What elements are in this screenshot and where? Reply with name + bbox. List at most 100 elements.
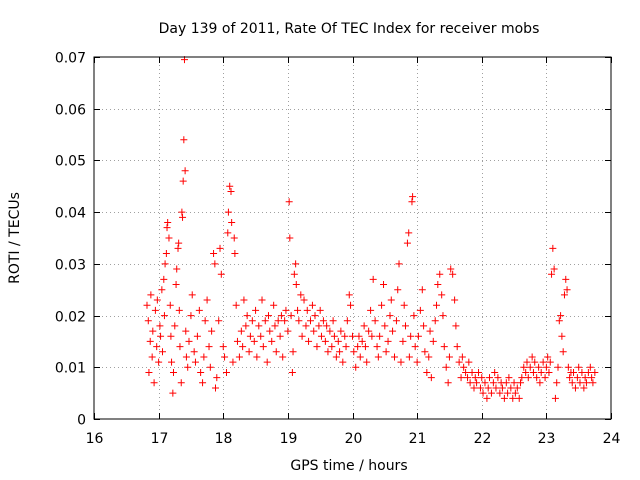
data-point [164, 218, 172, 226]
data-point [361, 343, 369, 351]
data-point [347, 301, 355, 309]
data-point [447, 265, 455, 273]
data-point [479, 389, 487, 397]
data-point [143, 301, 151, 309]
data-point [535, 363, 543, 371]
data-point [303, 306, 311, 314]
data-point [478, 374, 486, 382]
data-point [246, 332, 254, 340]
data-point [531, 358, 539, 366]
data-point [475, 368, 483, 376]
data-point [558, 332, 566, 340]
data-point [367, 306, 375, 314]
data-point [148, 353, 156, 361]
data-point [227, 187, 235, 195]
data-point [515, 394, 523, 402]
data-point [354, 343, 362, 351]
data-point [298, 332, 306, 340]
data-point [522, 368, 530, 376]
data-point [323, 322, 331, 330]
data-point [371, 317, 379, 325]
data-point [197, 368, 205, 376]
data-point [205, 343, 213, 351]
data-point [449, 270, 457, 278]
data-point [315, 322, 323, 330]
data-point [586, 363, 594, 371]
data-point [568, 379, 576, 387]
data-point [161, 260, 169, 268]
data-point [230, 234, 238, 242]
data-point [245, 348, 253, 356]
data-point [171, 322, 179, 330]
data-point [181, 167, 189, 175]
data-point [250, 337, 258, 345]
data-point [584, 368, 592, 376]
data-point [179, 177, 187, 185]
data-point [176, 343, 184, 351]
data-point [487, 389, 495, 397]
data-point [199, 379, 207, 387]
data-point [405, 353, 413, 361]
data-point [416, 306, 424, 314]
data-point [341, 332, 349, 340]
data-point [316, 306, 324, 314]
data-point [193, 332, 201, 340]
data-point [217, 270, 225, 278]
data-point [452, 322, 460, 330]
data-point [408, 198, 416, 206]
data-point [457, 374, 465, 382]
data-point [334, 337, 342, 345]
data-point [313, 343, 321, 351]
data-point [573, 374, 581, 382]
data-point [429, 337, 437, 345]
data-point [524, 374, 532, 382]
data-point [224, 229, 232, 237]
data-point [562, 275, 570, 283]
data-point [520, 363, 528, 371]
data-point [187, 312, 195, 320]
data-point [268, 337, 276, 345]
data-point [365, 327, 373, 335]
data-point [281, 317, 289, 325]
data-point [431, 317, 439, 325]
data-point [332, 353, 340, 361]
data-point [460, 363, 468, 371]
data-point [399, 337, 407, 345]
plot-frame [93, 56, 612, 420]
data-point [403, 239, 411, 247]
data-point [211, 384, 219, 392]
data-point [553, 379, 561, 387]
data-point [343, 317, 351, 325]
data-point [329, 317, 337, 325]
data-point [337, 327, 345, 335]
data-point [221, 353, 229, 361]
x-tick-label: 20 [345, 431, 363, 447]
data-point [300, 296, 308, 304]
data-point [438, 291, 446, 299]
data-point [178, 208, 186, 216]
data-point [174, 244, 182, 252]
data-point [360, 322, 368, 330]
data-point [243, 312, 251, 320]
data-point [145, 368, 153, 376]
data-point [182, 327, 190, 335]
data-point [219, 343, 227, 351]
data-point [436, 270, 444, 278]
data-point [510, 379, 518, 387]
data-point [165, 234, 173, 242]
y-tick-label: 0.03 [55, 258, 86, 274]
data-point [285, 198, 293, 206]
data-point [279, 353, 287, 361]
data-point [271, 322, 279, 330]
data-point [350, 348, 358, 356]
y-tick-label: 0.04 [55, 206, 86, 222]
data-point [224, 208, 232, 216]
data-point [418, 286, 426, 294]
data-point [216, 244, 224, 252]
data-point [317, 332, 325, 340]
data-point [414, 332, 422, 340]
data-point [466, 379, 474, 387]
data-point [523, 358, 531, 366]
data-point [575, 363, 583, 371]
data-point [413, 358, 421, 366]
